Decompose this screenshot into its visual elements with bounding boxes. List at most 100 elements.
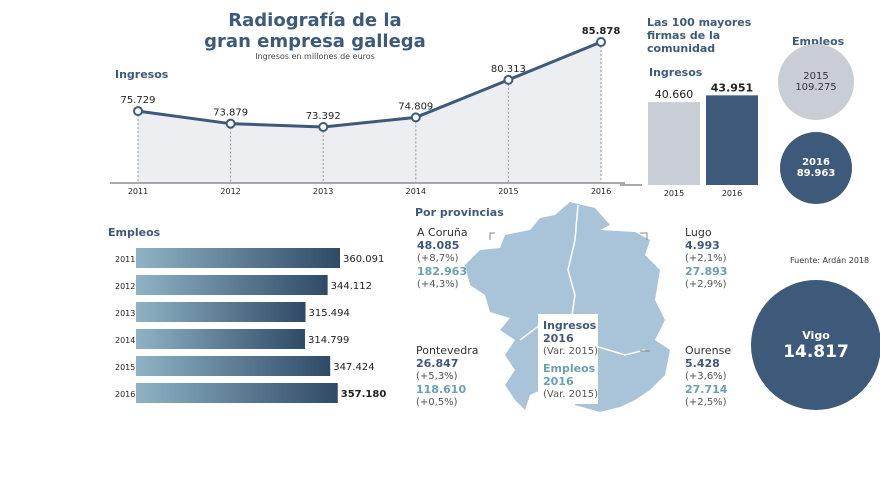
data-label: 73.392 — [306, 111, 341, 122]
top100-subtitle: Ingresos — [649, 66, 703, 79]
legend-empleos: Empleos — [543, 362, 596, 375]
bar-label: 344.112 — [331, 281, 372, 292]
data-label: 75.729 — [121, 95, 156, 106]
bar-label: 43.951 — [711, 81, 753, 94]
province-name: A Coruña — [417, 226, 468, 239]
data-point — [410, 112, 421, 123]
province-empleos: 27.714 — [685, 383, 728, 396]
province-empleos: 27.893 — [685, 265, 728, 278]
data-label: 73.879 — [213, 108, 248, 119]
top100-title: Las 100 mayores firmas de la comunidad — [647, 16, 752, 55]
province-ing-var: (+3,6%) — [685, 371, 727, 382]
province-empleos: 182.963 — [417, 265, 468, 278]
bar-label: 315.494 — [309, 308, 350, 319]
data-point — [318, 122, 329, 132]
province-emp-var: (+4,3%) — [417, 279, 459, 290]
employment-bar — [136, 383, 338, 403]
circle-year: 2016 — [802, 157, 830, 168]
top100-bar-chart: 40.660 2015 43.951 2016 — [620, 81, 758, 198]
province-name: Lugo — [685, 226, 712, 239]
top100-bar — [706, 95, 758, 185]
data-point — [225, 118, 236, 129]
legend-box — [538, 314, 598, 404]
x-tick-label: 2015 — [664, 189, 684, 198]
province-emp-var: (+2,5%) — [685, 397, 727, 408]
legend-var: (Var. 2015) — [543, 346, 598, 357]
source: Fuente: Ardán 2018 — [790, 256, 870, 265]
data-label: 80.313 — [491, 64, 526, 75]
data-point — [133, 106, 143, 117]
province-ing-var: (+8,7%) — [417, 253, 459, 264]
ingresos-line — [137, 40, 602, 129]
x-tick-label: 2014 — [406, 187, 426, 196]
data-label: 85.878 — [582, 26, 621, 37]
province-pontevedra: Pontevedra 26.847 (+5,3%) 118.610 (+0,5%… — [416, 344, 479, 409]
circle-year: 2015 — [803, 71, 829, 82]
vigo-value: 14.817 — [783, 341, 849, 362]
line-chart: 75.729 2011 73.879 2012 73.392 2013 74.809 2014… — [110, 26, 625, 196]
x-tick-label: 2016 — [591, 187, 611, 196]
province-emp-var: (+2,9%) — [685, 279, 727, 290]
province-name: Ourense — [685, 344, 732, 357]
data-point — [596, 36, 606, 47]
province-ing-var: (+5,3%) — [416, 371, 458, 382]
empleos-2016-circle: 2016 89.963 — [780, 132, 852, 204]
legend-empleos-year: 2016 — [543, 375, 574, 388]
data-point — [503, 74, 514, 85]
province-ingresos: 4.993 — [685, 239, 720, 252]
y-tick-label: 2012 — [115, 282, 135, 291]
top100-bar — [648, 102, 700, 185]
employment-bar — [136, 302, 306, 322]
empleos-2015-circle: 2015 109.275 — [778, 44, 854, 120]
galicia-map — [460, 202, 670, 412]
x-tick-label: 2016 — [722, 189, 742, 198]
bar-label: 357.180 — [341, 389, 387, 400]
y-tick-label: 2015 — [115, 363, 135, 372]
employment-bar — [136, 356, 331, 376]
hbar-chart-title: Empleos — [108, 226, 161, 239]
province-emp-var: (+0,5%) — [416, 397, 458, 408]
province-a-coruna: A Coruña 48.085 (+8,7%) 182.963 (+4,3%) — [417, 226, 468, 291]
map-shape — [465, 202, 670, 412]
y-tick-label: 2011 — [115, 255, 135, 264]
circle-value: 109.275 — [795, 82, 837, 93]
bar-label: 347.424 — [333, 362, 374, 373]
x-tick-label: 2012 — [220, 187, 240, 196]
province-ingresos: 48.085 — [417, 239, 460, 252]
employment-bar — [136, 248, 340, 268]
subtitle: Ingresos en millones de euros — [255, 52, 375, 61]
title-line-1: Radiografía de la — [228, 10, 402, 31]
bar-label: 360.091 — [343, 254, 384, 265]
line-area — [138, 41, 601, 183]
province-ingresos: 5.428 — [685, 357, 720, 370]
province-name: Pontevedra — [416, 344, 479, 357]
y-tick-label: 2013 — [115, 309, 135, 318]
y-tick-label: 2016 — [115, 390, 135, 399]
circle-value: 89.963 — [796, 168, 836, 179]
employment-bar — [136, 275, 328, 295]
provinces-title: Por provincias — [415, 206, 504, 219]
province-ourense: Ourense 5.428 (+3,6%) 27.714 (+2,5%) — [685, 344, 731, 409]
line-chart-title: Ingresos — [115, 68, 169, 81]
legend-ingresos: Ingresos — [543, 319, 597, 332]
x-tick-label: 2011 — [128, 187, 148, 196]
page-title: Radiografía de la gran empresa gallega — [200, 10, 430, 52]
legend-var: (Var. 2015) — [543, 389, 598, 400]
bar-label: 40.660 — [655, 88, 694, 101]
vigo-label: Vigo — [802, 328, 830, 342]
bar-label: 314.799 — [308, 335, 349, 346]
map-legend: Ingresos 2016 (Var. 2015) Empleos 2016 (… — [543, 319, 603, 401]
province-ing-var: (+2,1%) — [685, 253, 727, 264]
legend-ingresos-year: 2016 — [543, 332, 574, 345]
province-lugo: Lugo 4.993 (+2,1%) 27.893 (+2,9%) — [685, 226, 727, 291]
y-tick-label: 2014 — [115, 336, 135, 345]
data-label: 74.809 — [398, 101, 433, 112]
x-tick-label: 2015 — [498, 187, 518, 196]
hbar-chart: 2011 360.091 2012 344.112 2013 315.494 2014 314… — [115, 248, 387, 403]
vigo-circle: Vigo 14.817 — [751, 280, 880, 410]
x-tick-label: 2013 — [313, 187, 333, 196]
title-line-2: gran empresa gallega — [204, 31, 426, 52]
employment-bar — [136, 329, 305, 349]
province-ingresos: 26.847 — [416, 357, 459, 370]
